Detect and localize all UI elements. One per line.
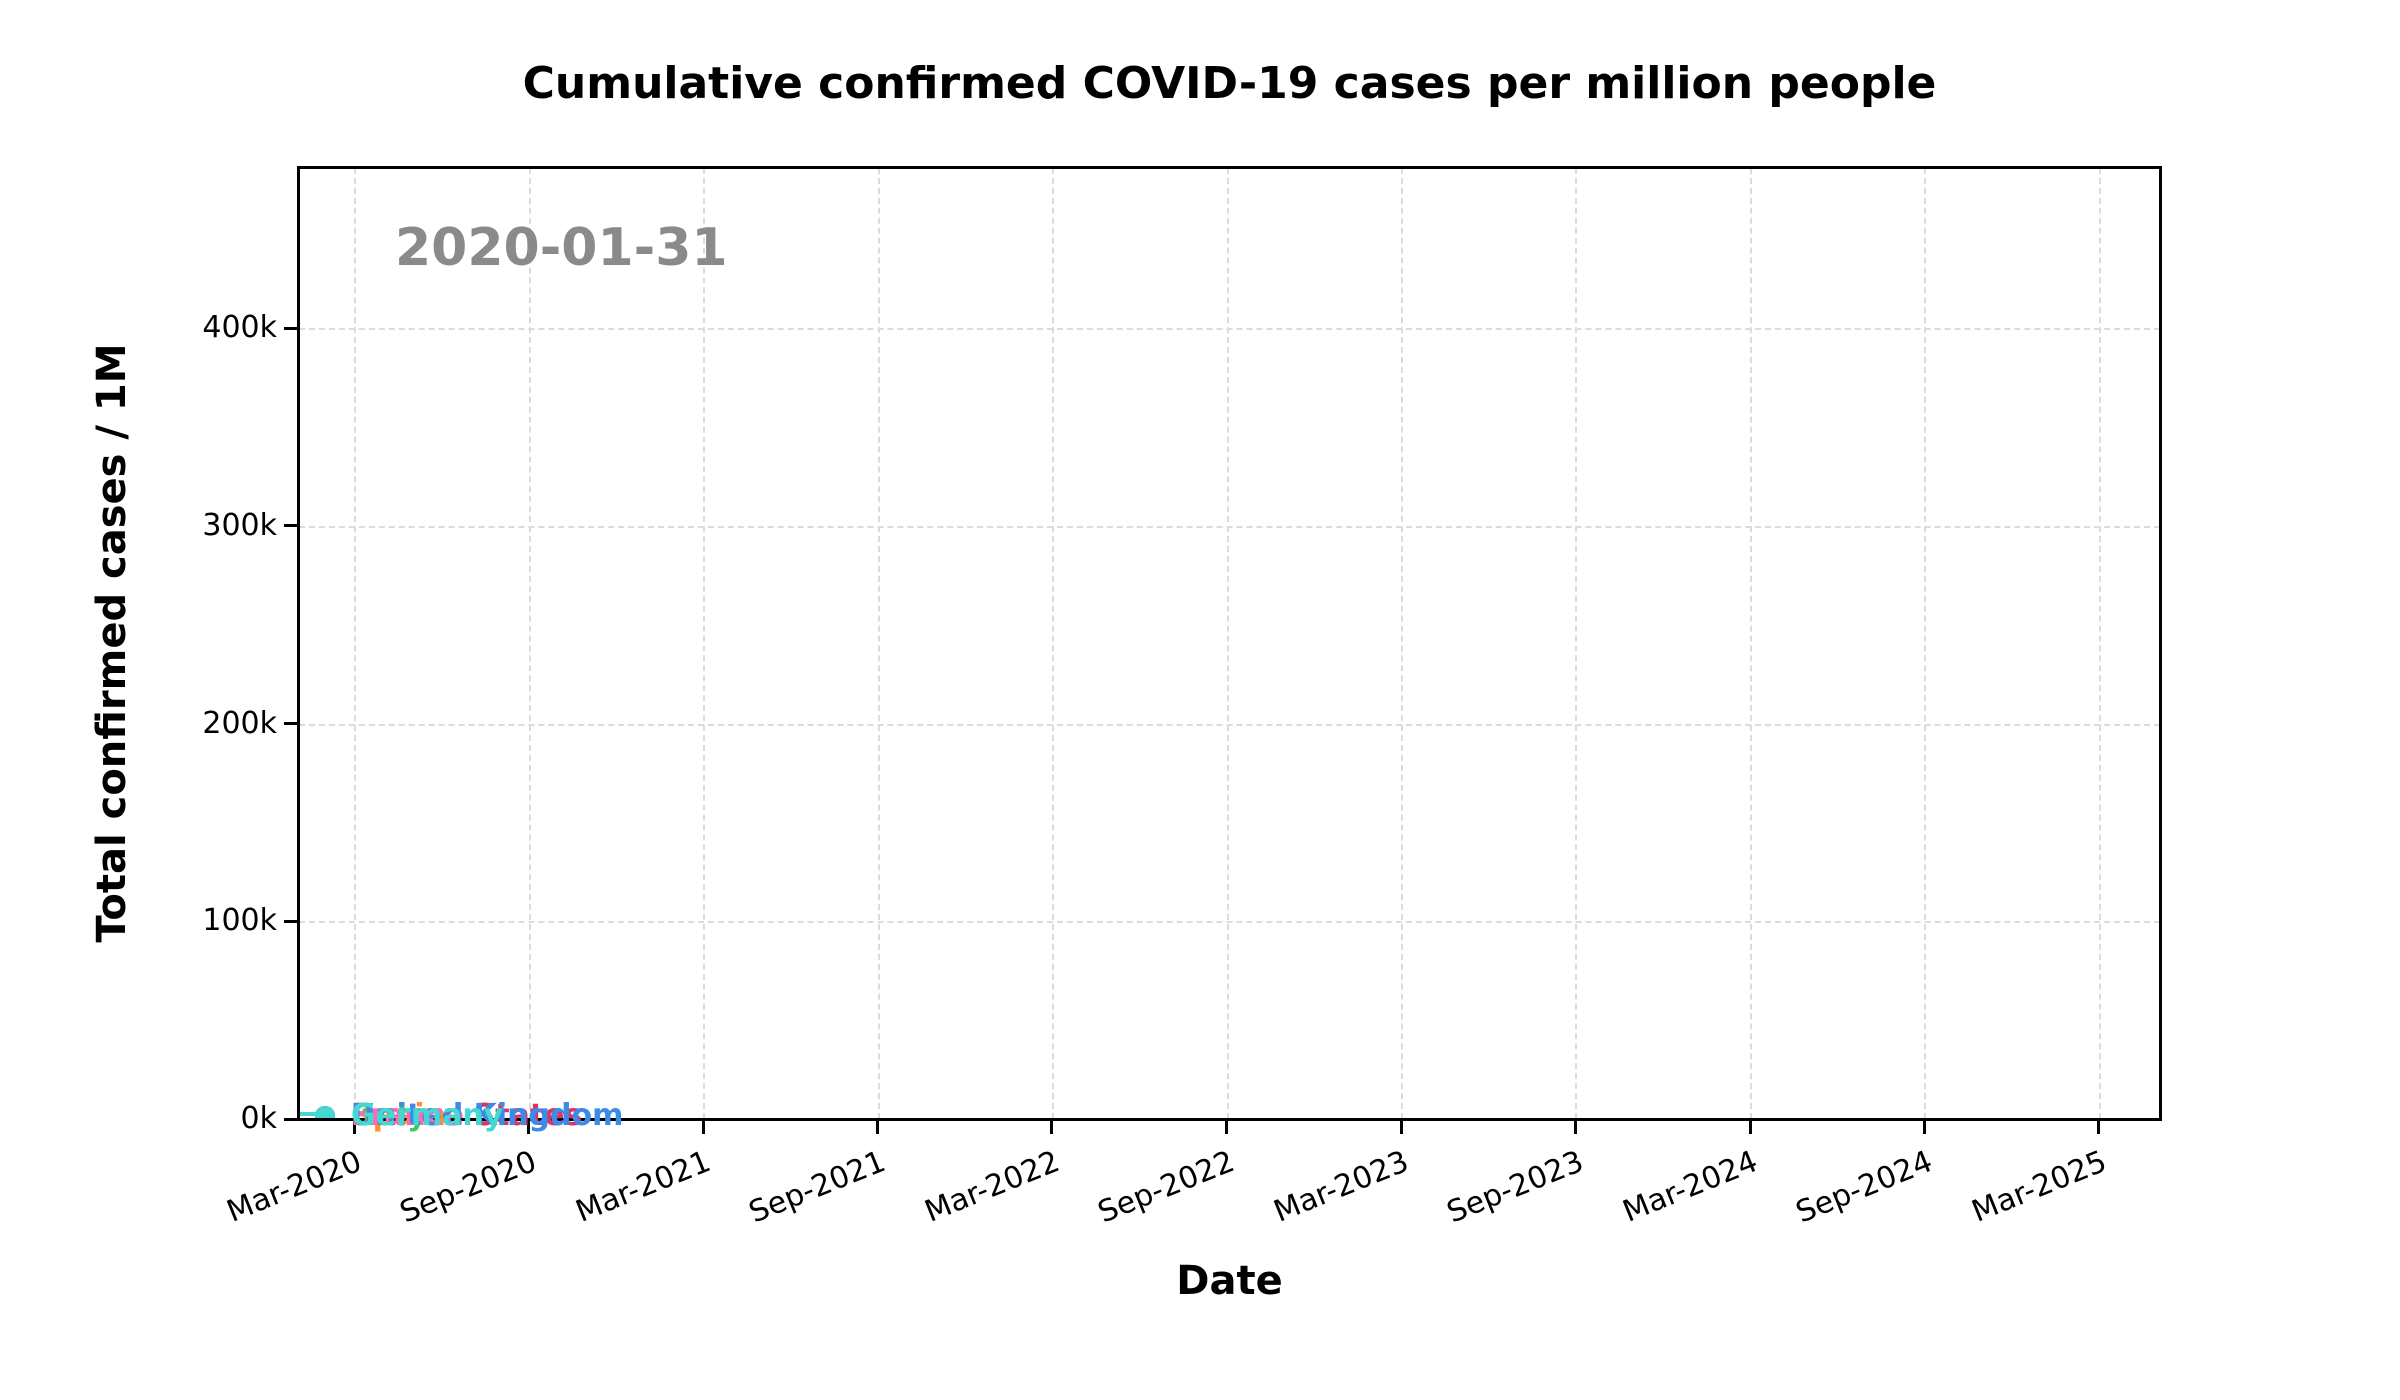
y-gridline: [299, 921, 2160, 924]
x-gridline: [1750, 168, 1753, 1119]
y-tick-label: 400k: [202, 310, 277, 346]
series-label-germany: Germany: [351, 1098, 504, 1133]
x-gridline: [1051, 168, 1054, 1119]
y-gridline: [299, 328, 2160, 331]
date-annotation: 2020-01-31: [395, 218, 728, 278]
x-tick-label: Mar-2022: [920, 1144, 1065, 1230]
series-point-germany: [315, 1106, 336, 1119]
x-tick-mark: [527, 1119, 531, 1134]
x-tick-label: Sep-2023: [1441, 1144, 1589, 1231]
y-tick-mark: [284, 722, 299, 726]
x-gridline: [1226, 168, 1229, 1119]
y-tick-label: 0k: [240, 1101, 277, 1136]
x-gridline: [1575, 168, 1578, 1119]
x-tick-label: Mar-2024: [1618, 1144, 1763, 1230]
x-gridline: [2098, 168, 2101, 1119]
chart-title: Cumulative confirmed COVID-19 cases per …: [522, 58, 1937, 109]
x-tick-label: Mar-2020: [222, 1144, 367, 1230]
x-tick-mark: [1050, 1119, 1054, 1134]
ticks-layer: 2020-01-31 0k 100k 200k 300k 400k Mar-2020 Sep…: [202, 168, 2160, 1230]
series-label-france: France: [351, 1098, 465, 1133]
series-label-united-kingdom: United Kingdom: [351, 1098, 624, 1133]
y-axis-label: Total confirmed cases / 1M: [89, 343, 135, 943]
x-tick-label: Sep-2022: [1092, 1144, 1240, 1231]
y-tick-mark: [284, 1117, 299, 1121]
y-tick-label: 300k: [202, 507, 277, 543]
x-gridline: [1401, 168, 1404, 1119]
x-tick-label: Sep-2024: [1790, 1144, 1938, 1231]
x-tick-label: Sep-2021: [743, 1144, 891, 1231]
x-tick-mark: [876, 1119, 880, 1134]
x-tick-mark: [701, 1119, 705, 1134]
plot-area: 2020-01-31 0k 100k 200k 300k 400k Mar-2020 Sep…: [202, 166, 2162, 1230]
x-gridline: [1924, 168, 1927, 1119]
series-label-spain: Spain: [351, 1098, 447, 1133]
x-axis-label: Date: [1176, 1258, 1283, 1304]
x-tick-mark: [2097, 1119, 2101, 1134]
series-line-germany: [299, 1112, 326, 1116]
y-gridline: [299, 723, 2160, 726]
x-tick-label: Mar-2021: [571, 1144, 716, 1230]
x-tick-mark: [1225, 1119, 1229, 1134]
y-tick-label: 100k: [202, 903, 277, 939]
x-tick-mark: [352, 1119, 356, 1134]
x-tick-mark: [1573, 1119, 1577, 1134]
x-tick-mark: [1748, 1119, 1752, 1134]
x-gridline: [528, 168, 531, 1119]
x-gridline: [877, 168, 880, 1119]
series-label-united-states: United States: [351, 1098, 583, 1133]
x-tick-label: Sep-2020: [395, 1144, 542, 1231]
x-tick-mark: [1922, 1119, 1926, 1134]
x-gridline: [703, 168, 706, 1119]
y-gridline: [299, 525, 2160, 528]
x-tick-label: Mar-2023: [1269, 1144, 1414, 1230]
y-tick-mark: [284, 326, 299, 330]
y-tick-mark: [284, 524, 299, 528]
x-tick-mark: [1399, 1119, 1403, 1134]
plot-clip-region: [299, 168, 2160, 1119]
series-label-italy: Italy: [351, 1098, 427, 1133]
y-tick-label: 200k: [202, 705, 277, 741]
y-tick-mark: [284, 919, 299, 923]
x-gridline: [354, 168, 357, 1119]
x-tick-label: Mar-2025: [1967, 1144, 2112, 1230]
